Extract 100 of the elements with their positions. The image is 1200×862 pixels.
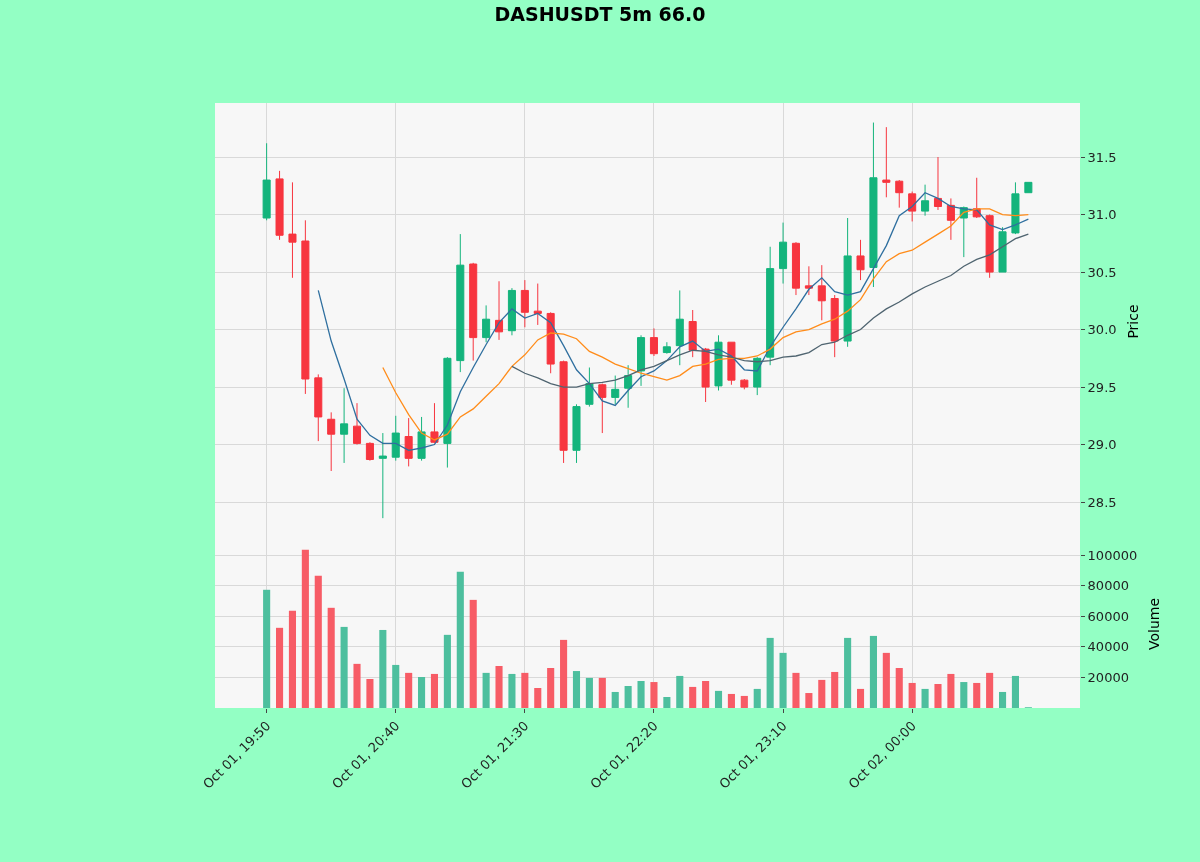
bar <box>624 686 632 708</box>
bar <box>276 627 284 708</box>
bar <box>676 675 684 708</box>
bar <box>637 680 645 708</box>
bar <box>934 684 942 708</box>
candlestick <box>378 432 387 519</box>
candlestick <box>275 170 284 241</box>
candlestick <box>740 378 749 390</box>
bar <box>495 666 503 708</box>
candlestick <box>895 179 904 209</box>
bar <box>908 682 916 708</box>
bar <box>792 672 800 708</box>
candlestick <box>598 383 607 434</box>
candlestick <box>1024 181 1033 194</box>
candlestick <box>417 416 426 462</box>
bar <box>547 667 555 708</box>
candlestick <box>921 184 930 217</box>
line-series <box>382 208 1030 441</box>
candlestick <box>469 262 478 362</box>
candlestick <box>443 356 452 469</box>
candlestick <box>649 327 658 357</box>
candlestick <box>662 341 671 355</box>
y-tick-label: 30.0 <box>1087 322 1117 338</box>
bar <box>882 652 890 708</box>
candlestick <box>262 142 271 221</box>
line-series <box>511 233 1030 388</box>
candlestick <box>727 341 736 386</box>
y-tick-label: 29.5 <box>1087 379 1117 395</box>
line-series <box>317 192 1030 451</box>
bar <box>740 695 748 708</box>
candlestick <box>314 373 323 442</box>
bar <box>714 690 723 708</box>
y-tick-label: 60000 <box>1087 608 1129 624</box>
candlestick <box>572 403 581 464</box>
y-tick-label: 29.0 <box>1087 437 1117 453</box>
bar <box>405 672 413 708</box>
candlestick <box>766 246 775 366</box>
bar <box>766 637 774 708</box>
bar <box>702 680 710 708</box>
bar <box>353 663 361 708</box>
candlestick <box>637 334 646 387</box>
bar <box>263 589 271 708</box>
y-tick-label: 31.0 <box>1087 207 1117 223</box>
bar <box>482 672 490 708</box>
candlestick <box>327 411 336 472</box>
bar <box>560 639 568 708</box>
bar <box>844 637 852 708</box>
candlestick <box>340 387 349 464</box>
candlestick <box>869 122 878 288</box>
bar <box>895 667 903 708</box>
y-tick-label: 31.5 <box>1087 149 1117 165</box>
candlestick <box>611 375 620 405</box>
bar <box>430 673 439 708</box>
candlestick <box>791 241 800 296</box>
bar <box>611 691 619 708</box>
bar <box>521 672 529 708</box>
candlestick <box>301 219 310 395</box>
candlestick <box>404 417 413 467</box>
candlestick <box>559 360 568 464</box>
bar <box>469 599 477 708</box>
candlestick <box>365 441 374 462</box>
bar <box>418 677 426 708</box>
bar <box>818 679 826 708</box>
bar <box>779 652 787 708</box>
candlestick <box>482 304 491 343</box>
bar <box>805 693 813 708</box>
bar <box>392 664 400 708</box>
candlestick <box>856 239 865 281</box>
bar <box>456 571 464 708</box>
candlestick <box>714 334 723 391</box>
bar <box>960 682 968 708</box>
candlestick <box>843 217 852 348</box>
bar <box>366 678 374 708</box>
bar <box>753 688 761 708</box>
y-axis-title: Price <box>1124 304 1141 339</box>
y-tick-label: 28.5 <box>1087 494 1117 510</box>
bar <box>301 549 309 708</box>
bar <box>288 610 297 708</box>
bar <box>572 671 581 708</box>
candlestick <box>701 347 710 403</box>
candlestick <box>779 222 788 285</box>
bar <box>314 575 322 708</box>
bar <box>443 634 451 708</box>
bar <box>947 673 955 708</box>
bar <box>727 693 735 708</box>
candlestick <box>998 226 1007 273</box>
candlestick <box>985 214 994 279</box>
bar <box>650 682 658 708</box>
bar <box>831 671 839 708</box>
bar <box>585 677 593 708</box>
candlestick <box>585 367 594 408</box>
candlestick <box>882 126 891 198</box>
bar <box>340 626 348 708</box>
candlestick <box>546 311 555 374</box>
candlestick <box>533 283 542 326</box>
bar <box>379 629 387 708</box>
candlestick <box>688 309 697 358</box>
bar <box>986 672 994 708</box>
y-tick-label: 40000 <box>1087 639 1129 655</box>
candlestick <box>1011 181 1020 235</box>
